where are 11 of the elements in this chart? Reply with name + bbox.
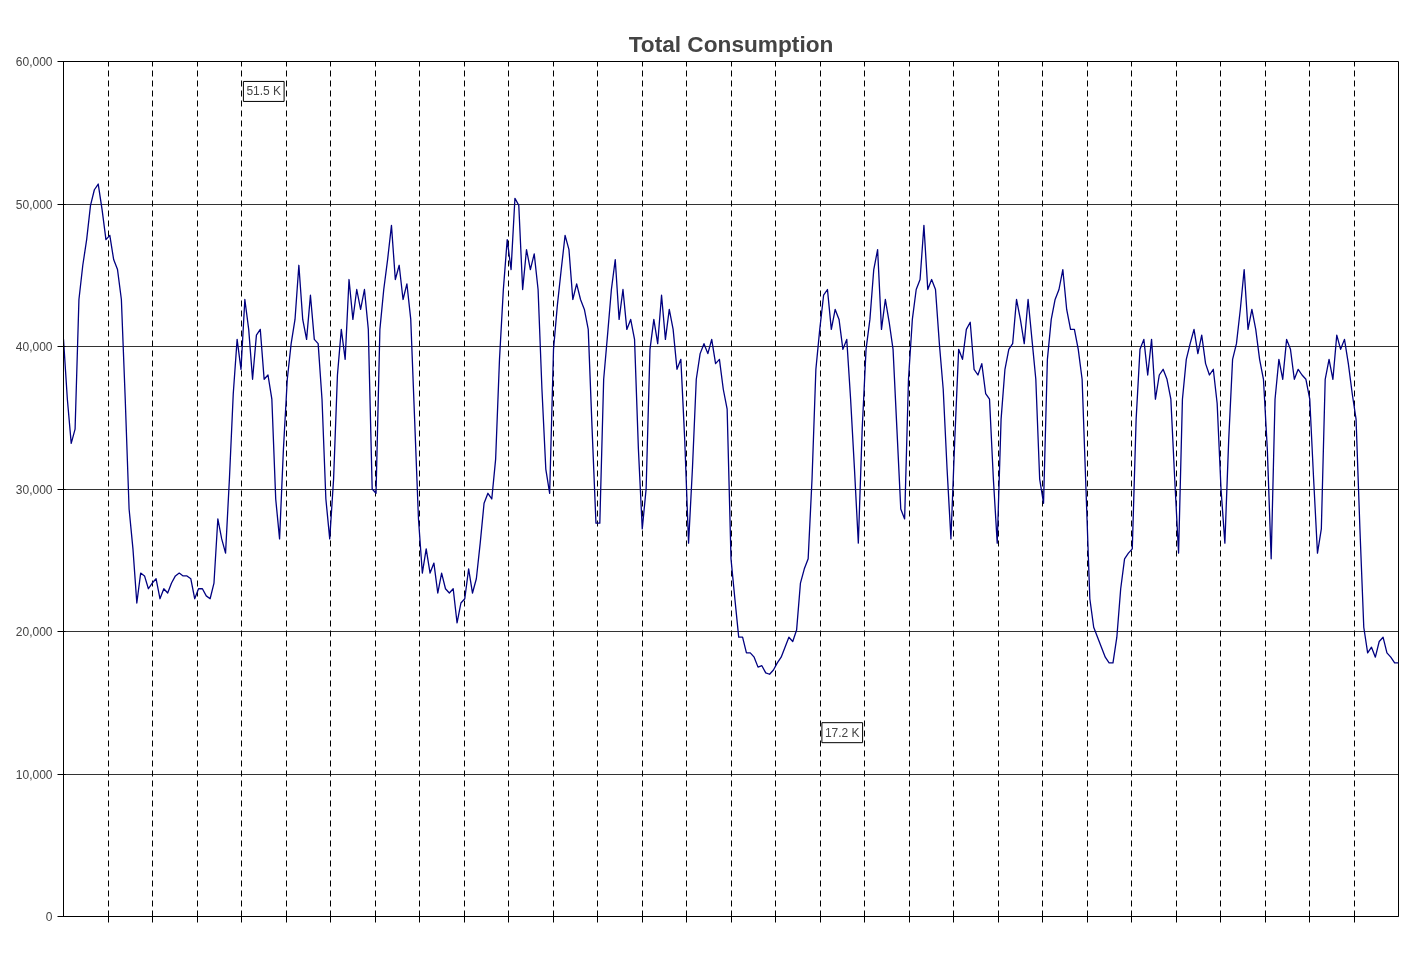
- y-tick-label: 50,000: [15, 197, 53, 212]
- y-tick-label: 20,000: [15, 625, 53, 639]
- annotation: 51.5 K: [246, 84, 282, 99]
- y-tick-label: 10,000: [15, 767, 53, 782]
- y-tick-label: 30,000: [15, 482, 53, 497]
- line-series: [63, 183, 1399, 675]
- chart-title: Total Consumption: [628, 30, 834, 57]
- y-tick-label: 60,000: [15, 55, 53, 69]
- y-tick-label: 0: [45, 910, 53, 924]
- annotation: 17.2 K: [824, 725, 860, 740]
- y-tick-label: 40,000: [15, 340, 53, 354]
